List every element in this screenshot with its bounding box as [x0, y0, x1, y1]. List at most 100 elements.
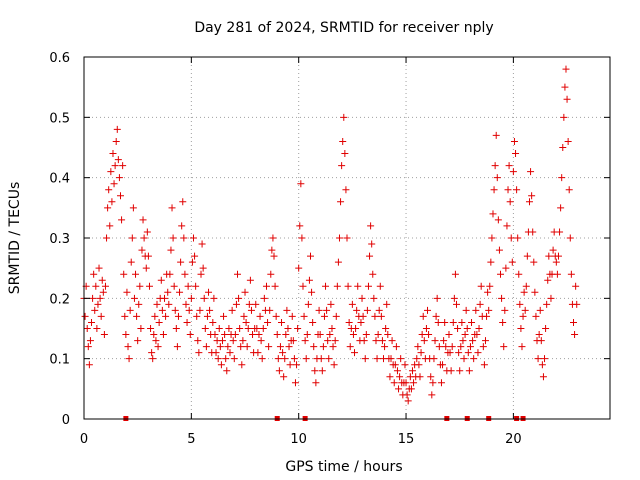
data-point	[90, 270, 98, 278]
data-point	[521, 306, 529, 314]
data-point	[377, 312, 385, 320]
data-point	[352, 325, 360, 332]
data-point	[316, 331, 324, 339]
data-point	[360, 337, 368, 345]
data-point	[404, 397, 412, 405]
data-point	[155, 318, 163, 326]
data-point	[279, 349, 287, 357]
data-point	[459, 337, 467, 345]
data-point	[500, 343, 508, 351]
data-point	[209, 318, 217, 326]
data-point	[211, 331, 219, 339]
data-point	[358, 294, 366, 302]
data-point	[161, 294, 169, 302]
data-point	[235, 294, 243, 302]
data-point	[135, 300, 143, 308]
data-point	[240, 312, 248, 320]
data-point	[481, 337, 489, 345]
data-point	[325, 355, 333, 363]
data-point	[290, 355, 298, 363]
data-point	[330, 361, 338, 369]
data-point	[386, 373, 394, 381]
data-point	[107, 168, 115, 176]
data-point	[515, 270, 523, 278]
data-point	[310, 343, 318, 351]
data-point	[157, 276, 165, 284]
data-point	[504, 186, 512, 194]
data-point	[415, 361, 423, 369]
data-point	[422, 325, 430, 332]
data-point	[429, 379, 437, 387]
data-point	[245, 300, 253, 308]
data-point	[100, 331, 108, 339]
data-point	[498, 294, 506, 302]
data-point	[432, 312, 440, 320]
data-point	[212, 349, 220, 357]
data-point	[475, 325, 483, 332]
data-point	[123, 288, 131, 296]
data-point	[327, 300, 335, 308]
data-point	[112, 137, 120, 145]
data-point	[370, 294, 378, 302]
data-point	[384, 331, 392, 339]
data-point	[337, 198, 345, 206]
data-point	[561, 83, 569, 91]
data-point	[317, 355, 325, 363]
data-point	[158, 306, 166, 314]
data-point	[503, 222, 511, 230]
x-tick-label: 5	[187, 432, 195, 447]
x-tick-label: 10	[290, 432, 307, 447]
data-point	[165, 300, 173, 308]
data-point	[182, 300, 190, 308]
data-point	[531, 288, 539, 296]
data-point	[197, 270, 205, 278]
data-point	[324, 337, 332, 345]
data-point	[553, 270, 561, 278]
data-point	[229, 337, 237, 345]
data-point	[124, 343, 132, 351]
data-point	[462, 306, 470, 314]
data-point	[225, 325, 233, 332]
x-axis-label: GPS time / hours	[285, 459, 402, 475]
data-point	[410, 379, 418, 387]
data-point	[270, 252, 278, 260]
data-point	[315, 306, 323, 314]
data-point	[353, 306, 361, 314]
data-point	[452, 300, 460, 308]
data-point	[98, 276, 106, 284]
data-point	[470, 355, 478, 363]
data-point	[312, 379, 320, 387]
x-tick-label: 0	[80, 432, 88, 447]
data-point	[308, 288, 316, 296]
data-point	[269, 234, 277, 242]
data-point	[130, 294, 138, 302]
data-point	[381, 343, 389, 351]
data-point	[307, 252, 315, 260]
data-point	[101, 282, 109, 290]
data-point	[472, 306, 480, 314]
data-point	[339, 137, 347, 145]
data-point	[473, 331, 481, 339]
data-point	[91, 306, 99, 314]
data-point	[447, 367, 455, 375]
data-point	[97, 312, 105, 320]
data-point	[563, 95, 571, 103]
data-point	[109, 150, 117, 158]
data-point	[454, 325, 462, 332]
data-point	[320, 312, 328, 320]
data-point	[199, 264, 207, 272]
data-point	[401, 361, 409, 369]
data-point	[458, 318, 466, 326]
data-point	[483, 312, 491, 320]
data-point	[121, 312, 129, 320]
data-point	[278, 318, 286, 326]
data-point	[169, 234, 177, 242]
data-point	[271, 282, 279, 290]
data-point	[296, 222, 304, 230]
data-point	[138, 246, 146, 254]
data-point	[200, 294, 208, 302]
data-point	[220, 312, 228, 320]
data-point	[408, 367, 416, 375]
data-point	[84, 343, 92, 351]
